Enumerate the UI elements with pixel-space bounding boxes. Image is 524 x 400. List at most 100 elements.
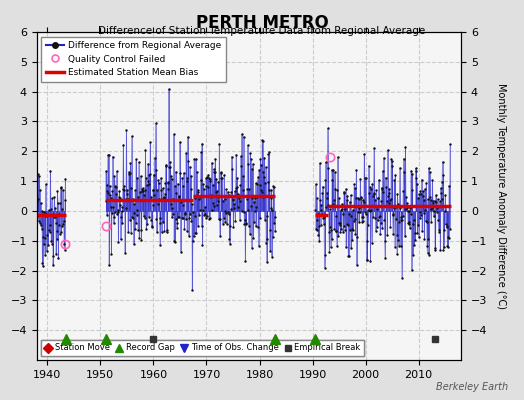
Point [135,159,143,166]
Point [317,202,325,208]
Point [124,195,132,202]
Point [171,215,180,222]
Point [246,156,255,162]
Point [193,191,201,198]
Point [403,200,411,206]
Point [190,230,199,236]
Point [376,213,384,219]
Point [374,217,382,223]
Point [198,140,206,147]
Point [128,214,137,221]
Point [445,183,453,189]
Point [424,196,432,202]
Point [347,212,356,219]
Point [334,195,343,201]
Point [198,223,206,230]
Point [172,225,181,231]
Point [446,141,454,148]
Point [123,187,132,193]
Point [127,133,136,140]
Point [206,194,215,200]
Point [225,192,233,198]
Point [111,173,119,179]
Point [414,195,422,201]
Point [257,189,266,195]
Point [148,223,156,229]
Point [416,215,424,221]
Point [115,188,124,195]
Point [187,186,195,192]
Point [110,213,118,220]
Point [191,195,200,201]
Point [417,191,425,197]
Point [445,226,454,232]
Point [32,197,41,204]
Point [339,229,347,235]
Point [240,209,248,215]
Point [377,184,386,191]
Point [392,232,401,238]
Point [386,224,395,230]
Point [323,190,331,196]
Point [129,210,138,216]
Point [235,193,243,199]
Point [326,224,334,230]
Point [52,251,60,257]
Point [145,172,153,178]
Point [382,203,390,209]
Point [380,238,389,244]
Point [34,212,42,218]
Point [376,231,385,237]
Point [182,178,191,184]
Text: Difference of Station Temperature Data from Regional Average: Difference of Station Temperature Data f… [99,26,425,36]
Point [235,217,244,223]
Point [165,163,173,170]
Point [226,241,234,247]
Point [139,187,147,194]
Point [135,235,144,242]
Point [157,175,165,181]
Point [244,161,252,168]
Point [345,199,354,206]
Point [202,183,211,189]
Point [267,195,276,202]
Point [61,197,69,203]
Text: PERTH METRO: PERTH METRO [195,14,329,32]
Point [144,178,152,184]
Point [195,196,204,202]
Point [331,186,340,192]
Point [331,228,340,234]
Point [195,206,204,213]
Point [220,172,228,178]
Point [210,168,219,175]
Point [56,200,64,206]
Point [377,198,385,204]
Point [254,174,262,180]
Point [224,211,233,217]
Point [362,257,370,264]
Point [158,185,167,192]
Point [39,234,48,240]
Point [183,228,191,235]
Point [395,242,403,249]
Point [365,162,373,169]
Point [173,220,181,226]
Point [329,167,337,173]
Point [140,187,149,194]
Point [325,228,333,235]
Point [418,176,426,183]
Point [359,199,368,205]
Y-axis label: Monthly Temperature Anomaly Difference (°C): Monthly Temperature Anomaly Difference (… [496,83,506,309]
Point [430,197,439,204]
Point [133,207,141,214]
Point [348,207,357,213]
Point [168,214,176,221]
Point [427,219,435,225]
Point [393,251,401,257]
Point [351,216,359,222]
Point [395,219,403,225]
Point [154,201,162,207]
Point [409,252,417,258]
Point [150,192,158,198]
Point [186,211,194,217]
